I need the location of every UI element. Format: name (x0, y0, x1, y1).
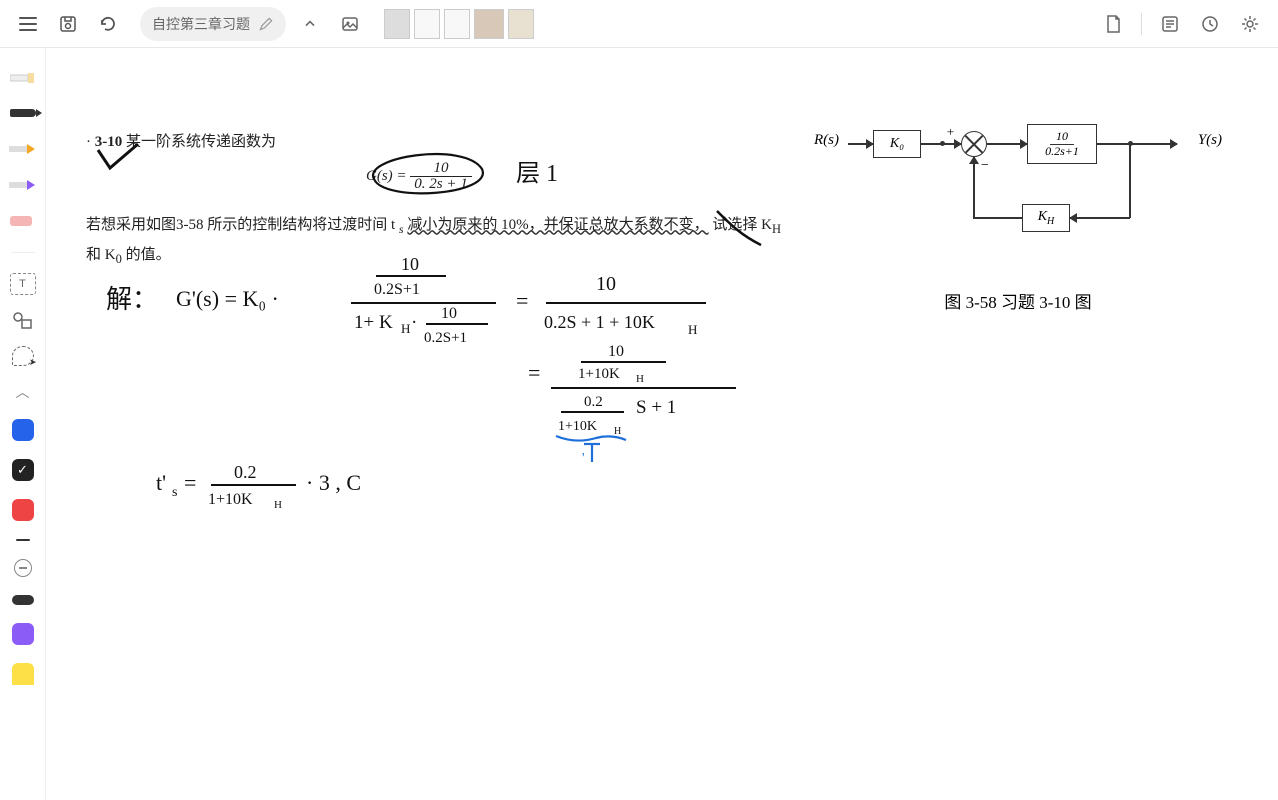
wire (848, 143, 873, 145)
svg-text:1+10K: 1+10K (208, 491, 253, 508)
svg-text:·: · (411, 312, 417, 333)
thumbnail[interactable] (384, 9, 410, 39)
svg-text:10: 10 (608, 343, 624, 360)
block-diagram: R(s) Y(s) K₀ + 10 0.2s+1 KH − 图 3-58 习题 … (818, 118, 1218, 298)
svg-text:H: H (274, 499, 282, 511)
hand-slash (711, 205, 771, 249)
thumbnail-strip[interactable] (384, 9, 534, 39)
diagram-input-label: R(s) (814, 132, 839, 149)
pen-black-tool[interactable] (8, 104, 38, 122)
hand-solve-label: 解： (106, 283, 158, 317)
top-toolbar: 自控第三章习题 (0, 0, 1278, 48)
thumbnail[interactable] (414, 9, 440, 39)
svg-text:=: = (516, 288, 528, 313)
svg-text:H: H (401, 321, 410, 336)
image-icon[interactable] (334, 8, 366, 40)
svg-text:S + 1: S + 1 (636, 397, 676, 418)
collapse-icon[interactable]: ︿ (8, 383, 38, 401)
svg-text:1+10K: 1+10K (558, 419, 597, 434)
minus-sign: − (980, 158, 989, 174)
svg-text:1+ K: 1+ K (354, 312, 393, 333)
stroke-thick[interactable] (12, 595, 34, 605)
text-tool[interactable]: T (8, 275, 38, 293)
hand-circle-formula (354, 147, 504, 205)
svg-text:s: s (172, 485, 177, 500)
node (940, 141, 945, 146)
svg-text:0.2: 0.2 (234, 462, 257, 482)
svg-text:10: 10 (441, 305, 457, 322)
document-tab[interactable]: 自控第三章习题 (140, 7, 286, 41)
highlighter-tool[interactable] (8, 68, 38, 86)
problem-line3a: 和 K (86, 247, 116, 263)
note-canvas[interactable]: · 3-10 某一阶系统传递函数为 G(s) = 10 0. 2s + 1 层 … (46, 48, 1278, 800)
tool-panel: T ︿ ✓ (0, 48, 46, 800)
tab-title: 自控第三章习题 (152, 14, 250, 34)
svg-text:G'(s) = K₀ ·: G'(s) = K₀ · (176, 286, 279, 311)
diagram-output-label: Y(s) (1198, 132, 1222, 149)
svg-text:t': t' (156, 470, 166, 495)
problem-line2b: 减小为原来的 10%，并保证总放大系数不变， (407, 217, 708, 233)
menu-icon[interactable] (12, 8, 44, 40)
block-transfer-function: 10 0.2s+1 (1027, 124, 1097, 164)
hand-ts-equation: t' s = 0.2 1+10K H · 3 , C (156, 458, 516, 518)
svg-text:0.2S + 1 + 10K: 0.2S + 1 + 10K (544, 312, 655, 332)
lasso-tool[interactable] (8, 347, 38, 365)
edit-icon[interactable] (258, 16, 274, 32)
wire (1070, 217, 1130, 219)
summing-junction (961, 131, 987, 157)
undo-icon[interactable] (92, 8, 124, 40)
svg-text:0.2S+1: 0.2S+1 (424, 330, 467, 346)
svg-text:': ' (582, 451, 585, 466)
clock-icon[interactable] (1194, 8, 1226, 40)
color-blue[interactable] (12, 419, 34, 441)
wire (973, 217, 1022, 219)
thumbnail[interactable] (508, 9, 534, 39)
problem-line1: 某一阶系统传递函数为 (126, 134, 276, 150)
hand-annotation-right: 层 1 (516, 159, 558, 190)
wire (987, 143, 1027, 145)
svg-text:· 3 , C: · 3 , C (306, 470, 361, 495)
color-black-selected[interactable]: ✓ (12, 459, 34, 481)
thumbnail[interactable] (444, 9, 470, 39)
stroke-medium[interactable] (14, 559, 32, 577)
svg-text:0.2: 0.2 (584, 394, 603, 410)
shapes-tool[interactable] (8, 311, 38, 329)
hand-equation-1: G'(s) = K₀ · 10 0.2S+1 1+ K H · 10 0.2S+… (176, 248, 776, 448)
block-kh: KH (1022, 204, 1070, 232)
save-icon[interactable] (52, 8, 84, 40)
chevron-up-icon[interactable] (294, 8, 326, 40)
svg-text:H: H (614, 426, 621, 437)
svg-text:0.2S+1: 0.2S+1 (374, 281, 420, 298)
block-k0: K₀ (873, 130, 921, 158)
svg-text:=: = (528, 360, 540, 385)
pen-orange-tool[interactable] (8, 140, 38, 158)
wire (973, 157, 975, 218)
eraser-tool[interactable] (8, 212, 38, 230)
svg-text:H: H (636, 373, 644, 385)
diagram-caption: 图 3-58 习题 3-10 图 (818, 288, 1218, 313)
svg-text:H: H (688, 322, 697, 337)
svg-text:=: = (184, 470, 196, 495)
plus-sign: + (946, 124, 955, 140)
problem-line3b: 的值。 (126, 247, 171, 263)
problem-line2a: 若想采用如图3-58 所示的控制结构将过渡时间 t (86, 217, 395, 233)
tool-separator (11, 252, 35, 253)
color-yellow[interactable] (12, 663, 34, 685)
color-purple[interactable] (12, 623, 34, 645)
page-icon[interactable] (1097, 8, 1129, 40)
settings-icon[interactable] (1234, 8, 1266, 40)
thumbnail[interactable] (474, 9, 504, 39)
pen-purple-tool[interactable] (8, 176, 38, 194)
wire (1129, 143, 1131, 218)
outline-icon[interactable] (1154, 8, 1186, 40)
color-red[interactable] (12, 499, 34, 521)
svg-text:1+10K: 1+10K (578, 366, 620, 382)
svg-text:10: 10 (596, 273, 616, 295)
svg-text:10: 10 (401, 254, 419, 274)
toolbar-divider (1141, 13, 1142, 35)
wire (1097, 143, 1177, 145)
stroke-thin[interactable] (16, 539, 30, 541)
